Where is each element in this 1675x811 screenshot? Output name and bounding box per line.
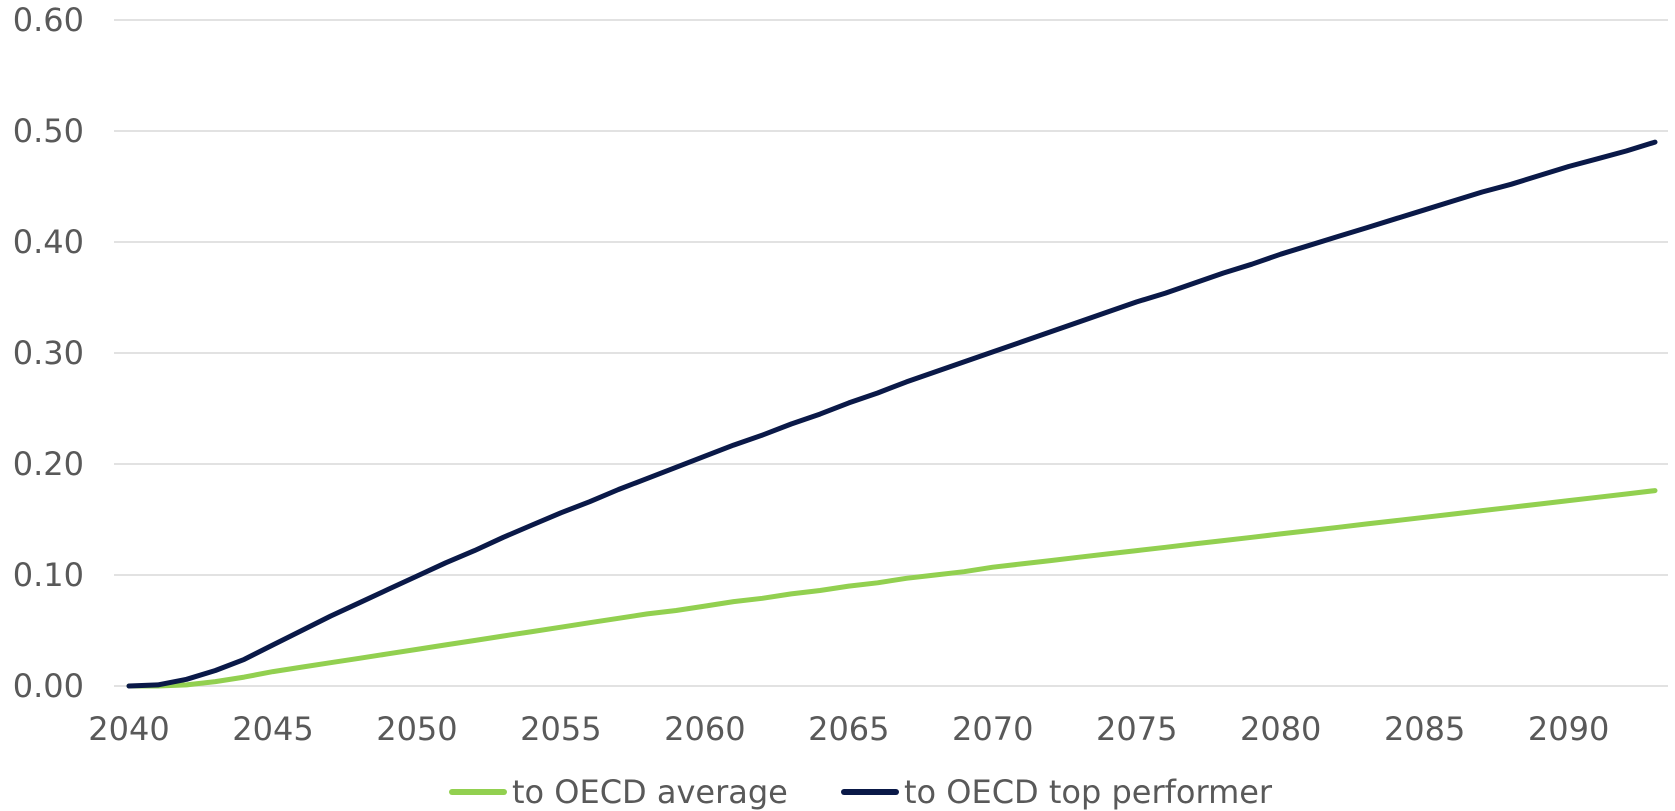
x-tick-label: 2040 xyxy=(88,710,169,748)
x-tick-label: 2045 xyxy=(232,710,313,748)
y-tick-label: 0.60 xyxy=(13,1,84,39)
x-tick-label: 2060 xyxy=(664,710,745,748)
legend-label-0: to OECD average xyxy=(512,773,788,811)
x-tick-label: 2090 xyxy=(1528,710,1609,748)
x-tick-label: 2085 xyxy=(1384,710,1465,748)
x-tick-label: 2070 xyxy=(952,710,1033,748)
series-line-1 xyxy=(126,139,1658,689)
x-tick-label: 2080 xyxy=(1240,710,1321,748)
legend-label-1: to OECD top performer xyxy=(904,773,1273,811)
y-tick-label: 0.50 xyxy=(13,112,84,150)
series-lines xyxy=(126,139,1658,689)
y-tick-label: 0.20 xyxy=(13,445,84,483)
x-axis-ticks: 2040 2045 2050 2055 2060 2065 2070 2075 2080 2085… xyxy=(88,710,1609,748)
x-tick-label: 2050 xyxy=(376,710,457,748)
x-tick-label: 2055 xyxy=(520,710,601,748)
gridlines xyxy=(114,19,1668,687)
y-tick-label: 0.40 xyxy=(13,223,84,261)
series-line-0 xyxy=(126,488,1658,689)
legend: to OECD average to OECD top performer xyxy=(449,773,1273,811)
y-tick-label: 0.00 xyxy=(13,667,84,705)
x-tick-label: 2065 xyxy=(808,710,889,748)
y-tick-label: 0.10 xyxy=(13,556,84,594)
y-tick-label: 0.30 xyxy=(13,334,84,372)
y-axis-ticks: 0.00 0.10 0.20 0.30 0.40 0.50 0.60 xyxy=(13,1,84,705)
x-tick-label: 2075 xyxy=(1096,710,1177,748)
